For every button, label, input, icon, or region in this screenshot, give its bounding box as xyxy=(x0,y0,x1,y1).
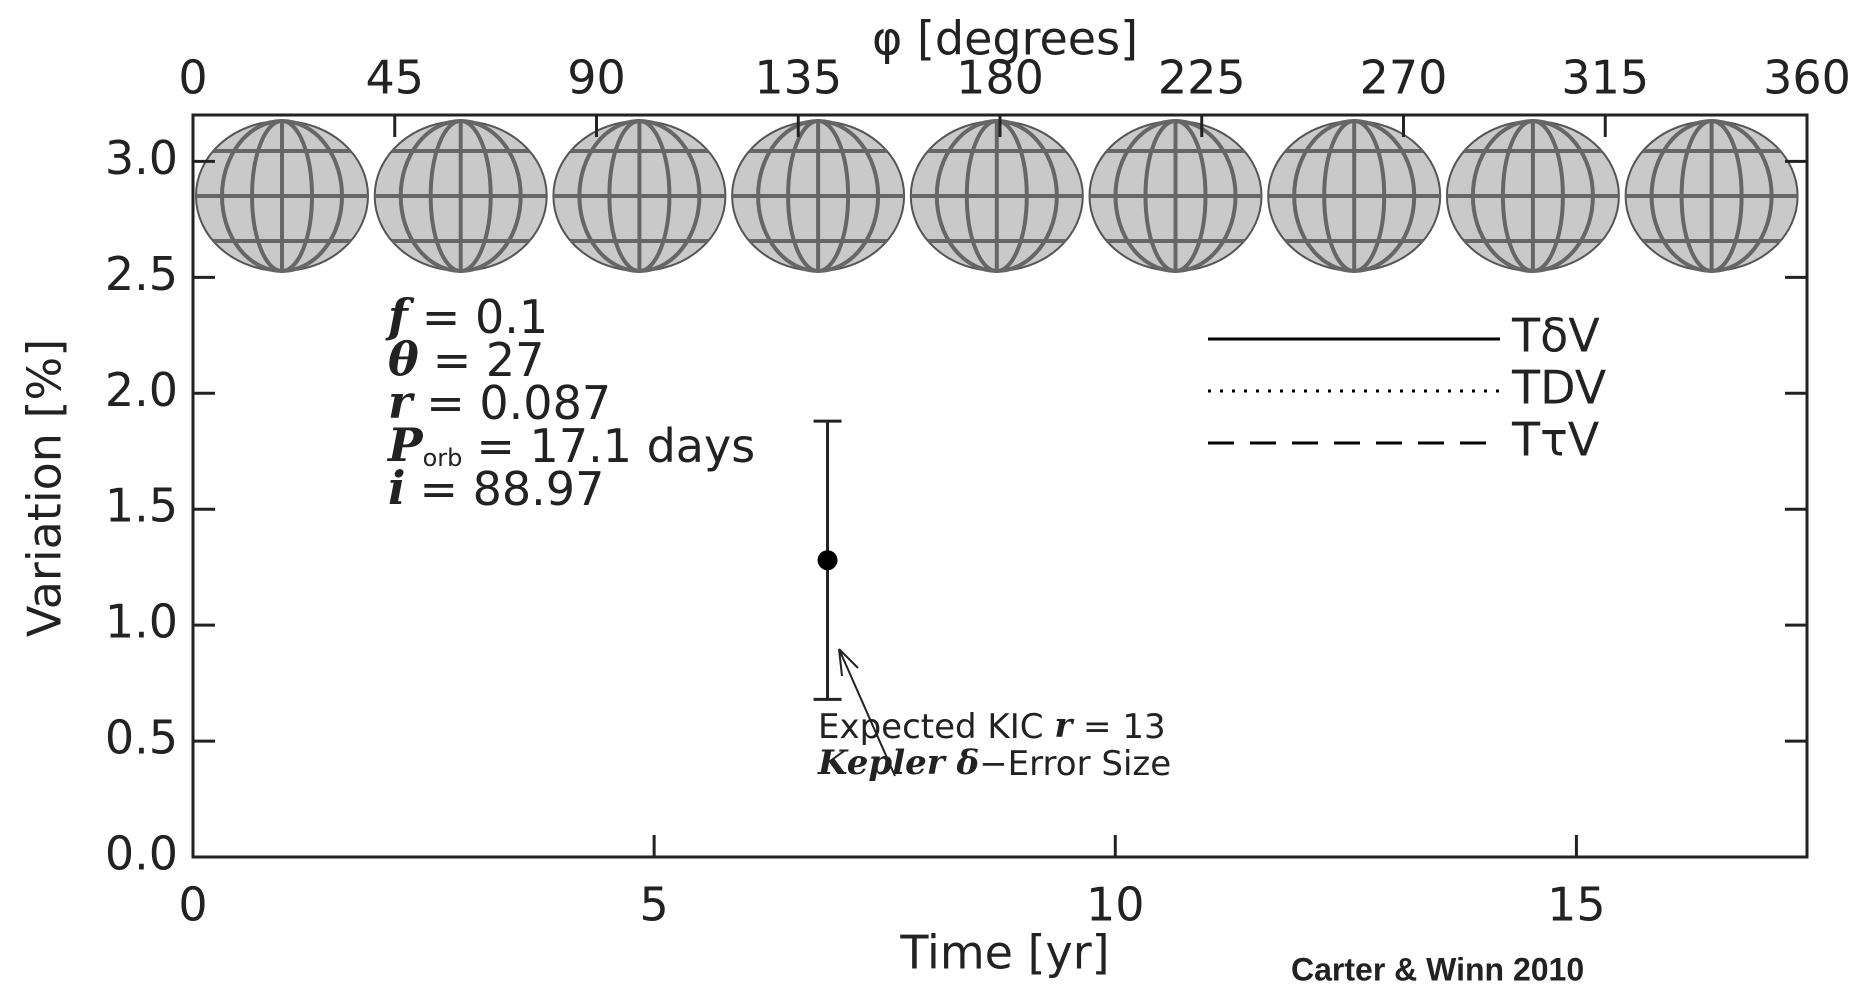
x-tick-label: 10 xyxy=(1086,878,1145,932)
top-tick-label: 180 xyxy=(956,51,1044,105)
annotation-part: Expected KIC xyxy=(818,707,1054,747)
x-tick-label: 5 xyxy=(640,878,669,932)
y-tick-label: 0.0 xyxy=(105,827,178,881)
x-axis-title: Time [yr] xyxy=(899,926,1109,980)
top-tick-label: 45 xyxy=(365,51,424,105)
annotation: Kepler δ−Error Size xyxy=(817,743,1171,784)
param: i = 88.97 xyxy=(388,461,604,516)
y-axis-title: Variation [%] xyxy=(18,339,72,637)
top-tick-label: 90 xyxy=(567,51,626,105)
legend-label: TDV xyxy=(1511,361,1607,415)
x-tick-label: 0 xyxy=(178,878,207,932)
legend-label: TδV xyxy=(1511,309,1600,363)
y-tick-label: 3.0 xyxy=(105,131,178,185)
param-symbol: i xyxy=(388,461,405,515)
sphere-row xyxy=(196,121,1798,271)
annotation: Expected KIC r = 13 xyxy=(818,706,1166,747)
top-tick-label: 360 xyxy=(1763,51,1851,105)
credit: Carter & Winn 2010 xyxy=(1291,951,1584,987)
top-tick-label: 315 xyxy=(1561,51,1649,105)
error-point xyxy=(818,550,838,570)
param-text: = 88.97 xyxy=(419,462,604,516)
y-tick-label: 2.0 xyxy=(105,363,178,417)
top-tick-label: 0 xyxy=(178,51,207,105)
annotation-part: = 13 xyxy=(1072,707,1165,747)
y-tick-label: 1.0 xyxy=(105,595,178,649)
y-tick-label: 2.5 xyxy=(105,247,178,301)
y-tick-label: 0.5 xyxy=(105,711,178,765)
annotation-part: Kepler δ xyxy=(817,743,979,783)
top-tick-label: 270 xyxy=(1360,51,1448,105)
legend-label: TτV xyxy=(1511,413,1600,467)
top-tick-label: 225 xyxy=(1158,51,1246,105)
y-tick-label: 1.5 xyxy=(105,479,178,533)
annotation-part: −Error Size xyxy=(979,744,1171,784)
top-tick-label: 135 xyxy=(754,51,842,105)
x-tick-label: 15 xyxy=(1547,878,1606,932)
